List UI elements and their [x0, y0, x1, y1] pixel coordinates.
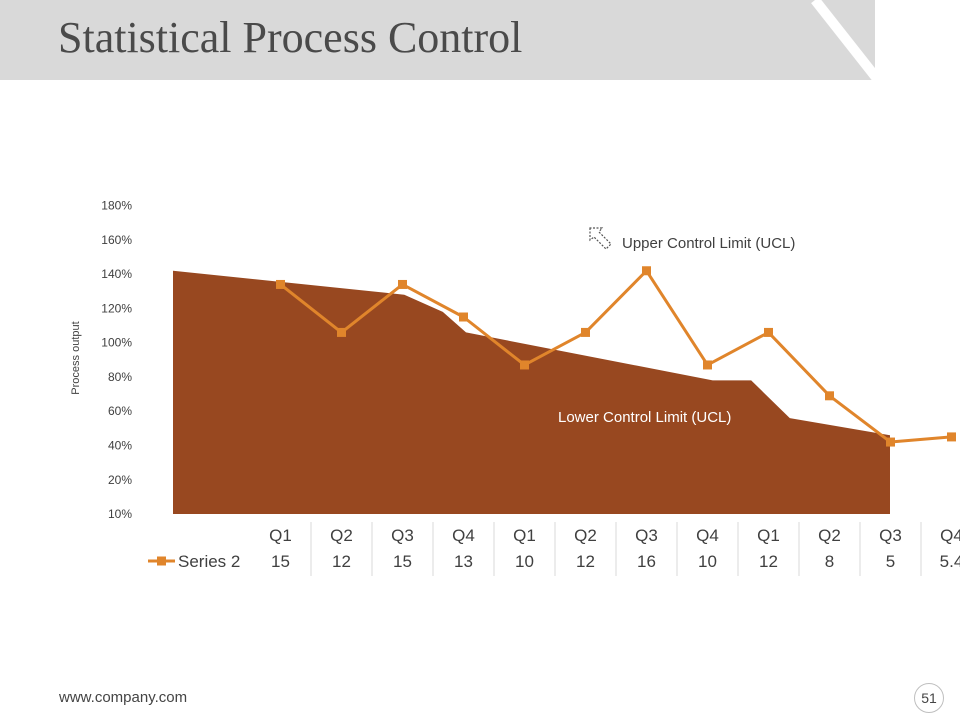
- series-2-marker: [886, 437, 895, 447]
- series-2-marker: [337, 327, 346, 337]
- legend-marker: [157, 556, 166, 566]
- table-value: 12: [759, 552, 778, 571]
- page-number: 51: [914, 683, 944, 713]
- y-axis-title: Process output: [70, 321, 82, 394]
- series-2-marker: [947, 432, 956, 442]
- x-category-label: Q1: [269, 526, 292, 545]
- table-value: 10: [515, 552, 534, 571]
- x-category-label: Q2: [330, 526, 353, 545]
- series-2-marker: [276, 279, 285, 289]
- x-category-label: Q4: [940, 526, 960, 545]
- header-diagonal-stripe: [811, 0, 882, 80]
- table-value: 16: [637, 552, 656, 571]
- table-value: 13: [454, 552, 473, 571]
- slide-header: Statistical Process Control: [0, 0, 960, 80]
- lcl-annotation: Lower Control Limit (UCL): [558, 409, 731, 426]
- series-2-marker: [459, 312, 468, 322]
- y-tick-label: 160%: [101, 233, 132, 247]
- table-value: 12: [332, 552, 351, 571]
- x-category-label: Q1: [757, 526, 780, 545]
- y-tick-label: 40%: [108, 438, 132, 452]
- series-2-line: [279, 269, 952, 444]
- ucl-annotation: Upper Control Limit (UCL): [622, 235, 795, 252]
- x-category-label: Q3: [635, 526, 658, 545]
- y-tick-label: 140%: [101, 267, 132, 281]
- x-category-label: Q1: [513, 526, 536, 545]
- y-tick-label: 120%: [101, 301, 132, 315]
- x-category-label: Q3: [879, 526, 902, 545]
- header-bar: [0, 0, 882, 80]
- x-category-label: Q2: [818, 526, 841, 545]
- x-category-label: Q4: [696, 526, 719, 545]
- series-2-marker: [703, 360, 712, 370]
- ucl-arrow-icon: [589, 227, 612, 250]
- y-tick-label: 60%: [108, 404, 132, 418]
- table-value: 5.4: [940, 552, 960, 571]
- table-value: 10: [698, 552, 717, 571]
- series-2-marker: [520, 360, 529, 370]
- footer-url[interactable]: www.company.com: [59, 689, 188, 706]
- x-category-label: Q2: [574, 526, 597, 545]
- series-2-marker: [825, 391, 834, 401]
- y-tick-label: 100%: [101, 336, 132, 350]
- y-tick-label: 80%: [108, 370, 132, 384]
- table-value: 12: [576, 552, 595, 571]
- y-tick-label: 20%: [108, 473, 132, 487]
- x-category-label: Q3: [391, 526, 414, 545]
- series-2-marker: [764, 327, 773, 337]
- series-2-marker: [581, 327, 590, 337]
- control-limit-area: [173, 270, 890, 514]
- header-background: [0, 0, 875, 80]
- page-title: Statistical Process Control: [58, 13, 523, 62]
- series-2-marker: [398, 279, 407, 289]
- x-category-label: Q4: [452, 526, 475, 545]
- table-value: 15: [271, 552, 290, 571]
- y-tick-label: 10%: [108, 507, 132, 521]
- table-value: 5: [886, 552, 895, 571]
- y-tick-label: 180%: [101, 199, 132, 213]
- table-value: 8: [825, 552, 834, 571]
- series-2-marker: [642, 266, 651, 276]
- legend-label: Series 2: [178, 552, 240, 571]
- table-value: 15: [393, 552, 412, 571]
